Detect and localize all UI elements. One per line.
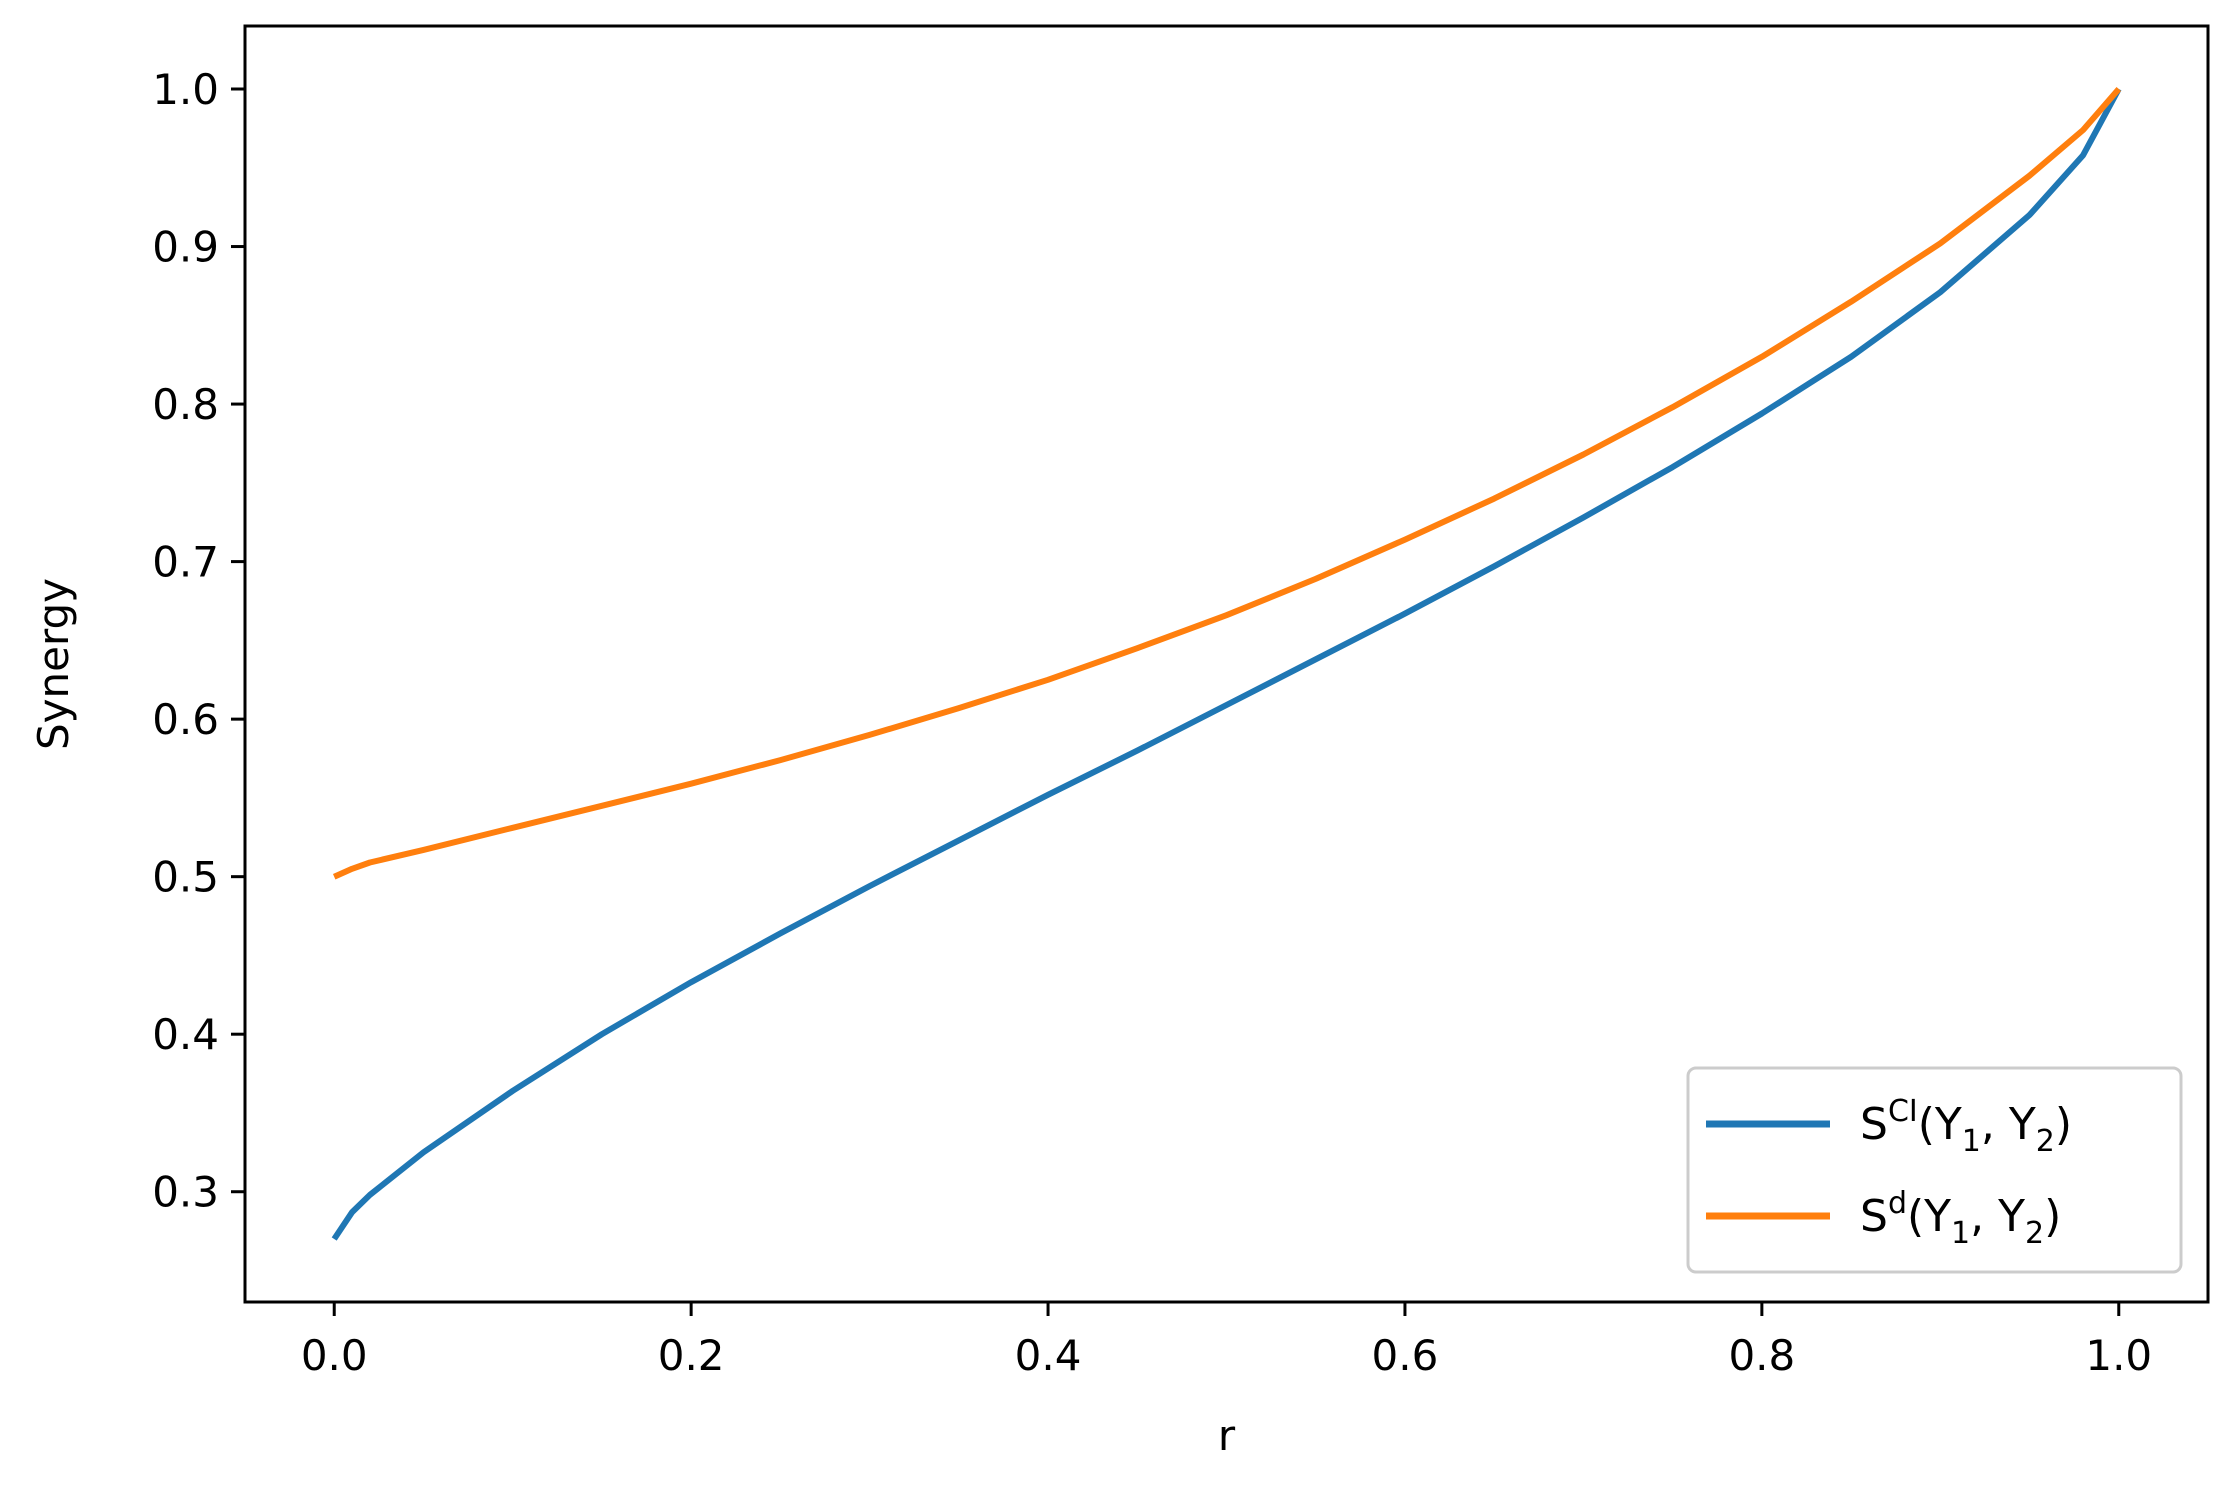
legend-box <box>1686 1066 2183 1274</box>
plot-frame <box>243 24 2210 1304</box>
y-tick-label: 0.4 <box>152 1010 219 1059</box>
x-tick-label: 0.4 <box>1015 1331 1082 1380</box>
x-tick-label: 0.0 <box>301 1331 368 1380</box>
legend-entry-series-1: SCI(Y1, Y2) <box>1860 1094 2072 1159</box>
legend-entry-series-2: Sd(Y1, Y2) <box>1860 1186 2061 1251</box>
y-axis-label: Synergy <box>29 578 78 750</box>
x-tick-label: 1.0 <box>2085 1331 2152 1380</box>
series-line-1 <box>331 87 2122 1241</box>
x-tick-label: 0.8 <box>1728 1331 1795 1380</box>
x-tick-label: 0.2 <box>658 1331 725 1380</box>
y-tick-label: 0.5 <box>152 853 219 902</box>
y-tick-label: 1.0 <box>152 65 219 114</box>
y-tick-label: 0.8 <box>152 380 219 429</box>
y-axis-ticks: 0.3 0.4 0.5 0.6 0.7 0.8 0.9 1.0 <box>152 65 245 1217</box>
x-axis-ticks: 0.0 0.2 0.4 0.6 0.8 1.0 <box>301 1302 2152 1380</box>
x-tick-label: 0.6 <box>1372 1331 1439 1380</box>
y-tick-label: 0.7 <box>152 538 219 587</box>
series-line-2 <box>332 87 2122 880</box>
y-tick-label: 0.9 <box>152 223 219 272</box>
x-axis-label: r <box>1218 1411 1236 1460</box>
legend: SCI(Y1, Y2) Sd(Y1, Y2) <box>1686 1066 2183 1274</box>
y-tick-label: 0.6 <box>152 695 219 744</box>
plot-lines <box>331 87 2122 1241</box>
y-tick-label: 0.3 <box>152 1168 219 1217</box>
